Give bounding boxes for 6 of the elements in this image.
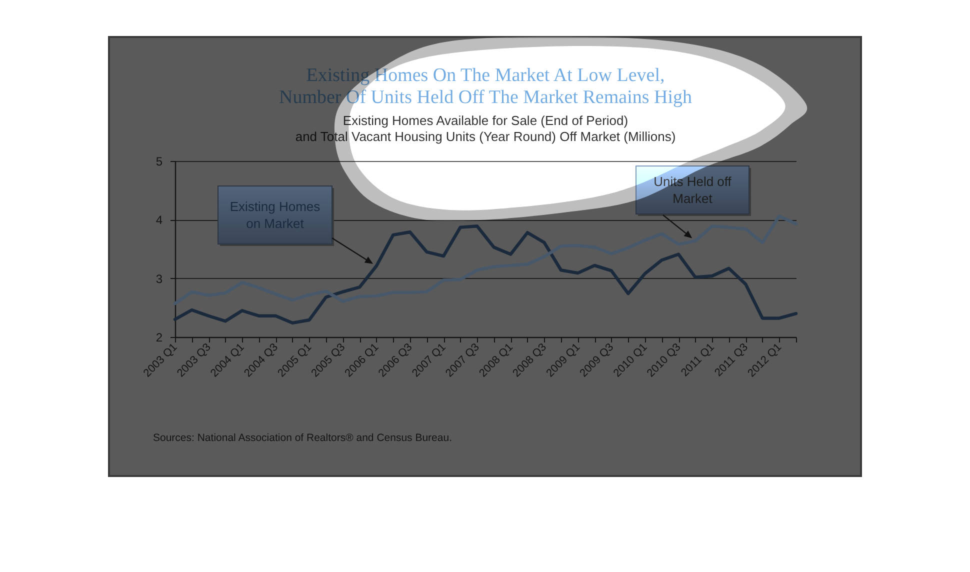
y-tick-label: 5 <box>156 154 163 168</box>
source-note: Sources: National Association of Realtors® and Census Bureau. <box>153 432 452 444</box>
line-series <box>173 214 798 306</box>
y-tick-label: 4 <box>156 213 163 228</box>
y-tick-label: 2 <box>156 330 163 344</box>
y-tick-label: 3 <box>156 272 163 286</box>
